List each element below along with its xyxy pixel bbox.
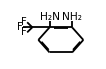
- Text: F: F: [21, 27, 27, 37]
- Text: F: F: [21, 17, 27, 27]
- Text: H₂N: H₂N: [40, 12, 60, 22]
- Text: F: F: [17, 22, 23, 32]
- Text: NH₂: NH₂: [62, 12, 82, 22]
